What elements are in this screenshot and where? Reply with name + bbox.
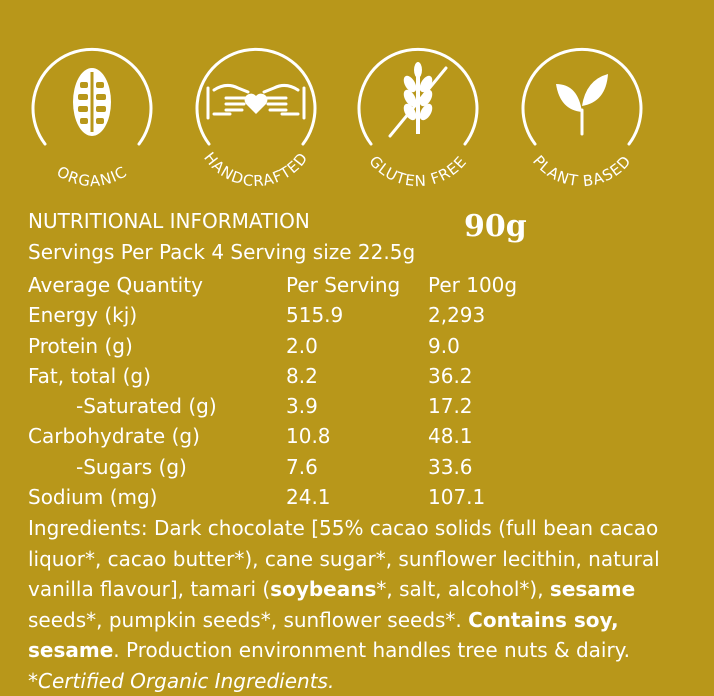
- nutrition-title: NUTRITIONAL INFORMATION: [28, 209, 310, 233]
- servings-info: Servings Per Pack 4 Serving size 22.5g: [28, 240, 416, 264]
- wheat-icon: [388, 62, 448, 138]
- nutrition-header-row: Average Quantity Per Serving Per 100g: [28, 270, 588, 300]
- svg-text:ORGANIC: ORGANIC: [54, 162, 131, 190]
- table-row: Energy (kj) 515.9 2,293: [28, 300, 588, 330]
- row-per-serving: 10.8: [286, 424, 331, 449]
- row-per-serving: 7.6: [286, 454, 318, 479]
- badge-gluten-free: GLUTEN FREE: [348, 40, 488, 190]
- badge-organic: ORGANIC: [22, 40, 162, 190]
- allergen-sesame: sesame: [549, 577, 636, 601]
- table-row: Carbohydrate (g) 10.8 48.1: [28, 421, 588, 451]
- row-label: -Saturated (g): [76, 394, 217, 419]
- header-per-100g: Per 100g: [428, 273, 518, 297]
- row-label: -Sugars (g): [76, 454, 187, 479]
- badge-organic-label: ORGANIC: [54, 162, 130, 190]
- ingredients-part: . Production environment handles tree nu…: [113, 638, 631, 662]
- badge-plant-based: PLANT BASED: [512, 40, 652, 190]
- badge-plant-based-label: PLANT BASED: [529, 152, 634, 190]
- allergen-contains: Contains soy, sesame: [28, 607, 619, 663]
- row-per-serving: 515.9: [286, 303, 344, 328]
- organic-note: *Certified Organic Ingredients.: [28, 668, 335, 693]
- badge-row: ORGANIC HANDCRAFTED: [0, 0, 714, 200]
- table-row: Sodium (mg) 24.1 107.1: [28, 482, 588, 512]
- leaf-icon: [556, 74, 608, 136]
- badge-gluten-free-label: GLUTEN FREE: [365, 152, 469, 190]
- row-per-100g: 9.0: [428, 333, 460, 358]
- svg-text:HANDCRAFTED: HANDCRAFTED: [200, 149, 312, 190]
- nutrition-title-row: NUTRITIONAL INFORMATION 90g: [28, 209, 548, 244]
- badge-handcrafted: HANDCRAFTED: [186, 40, 326, 190]
- row-per-100g: 2,293: [428, 303, 486, 328]
- ingredients-part: seeds*, pumpkin seeds*, sunflower seeds*…: [28, 607, 469, 632]
- svg-text:PLANT BASED: PLANT BASED: [529, 152, 635, 190]
- header-average-quantity: Average Quantity: [28, 273, 203, 297]
- row-per-100g: 48.1: [428, 424, 473, 449]
- row-per-100g: 33.6: [428, 454, 473, 479]
- table-row: Protein (g) 2.0 9.0: [28, 331, 588, 361]
- row-label: Protein (g): [28, 333, 133, 358]
- row-per-serving: 2.0: [286, 333, 318, 358]
- row-label: Carbohydrate (g): [28, 424, 200, 449]
- header-per-serving: Per Serving: [286, 273, 401, 297]
- badge-handcrafted-label: HANDCRAFTED: [200, 149, 311, 190]
- row-per-serving: 8.2: [286, 363, 318, 388]
- row-label: Energy (kj): [28, 303, 138, 328]
- net-weight: 90g: [464, 209, 527, 244]
- allergen-soybeans: soybeans: [270, 577, 377, 601]
- table-row: Fat, total (g) 8.2 36.2: [28, 361, 588, 391]
- ingredients-part: *, salt, alcohol*),: [376, 577, 550, 601]
- row-label: Fat, total (g): [28, 363, 151, 388]
- row-per-serving: 24.1: [286, 485, 331, 510]
- svg-text:GLUTEN FREE: GLUTEN FREE: [365, 152, 470, 190]
- row-per-100g: 17.2: [428, 394, 473, 419]
- row-per-100g: 36.2: [428, 363, 473, 388]
- row-label: Sodium (mg): [28, 485, 158, 510]
- cacao-pod-icon: [73, 68, 111, 136]
- row-per-100g: 107.1: [428, 485, 486, 510]
- nutrition-table: Average Quantity Per Serving Per 100g En…: [28, 270, 588, 512]
- table-row: -Saturated (g) 3.9 17.2: [28, 391, 588, 421]
- row-per-serving: 3.9: [286, 394, 318, 419]
- table-row: -Sugars (g) 7.6 33.6: [28, 452, 588, 482]
- ingredients-text: Ingredients: Dark chocolate [55% cacao s…: [28, 513, 708, 696]
- ingredients-part: Ingredients: Dark chocolate [55% cacao s…: [28, 516, 660, 601]
- hands-heart-icon: [206, 83, 306, 120]
